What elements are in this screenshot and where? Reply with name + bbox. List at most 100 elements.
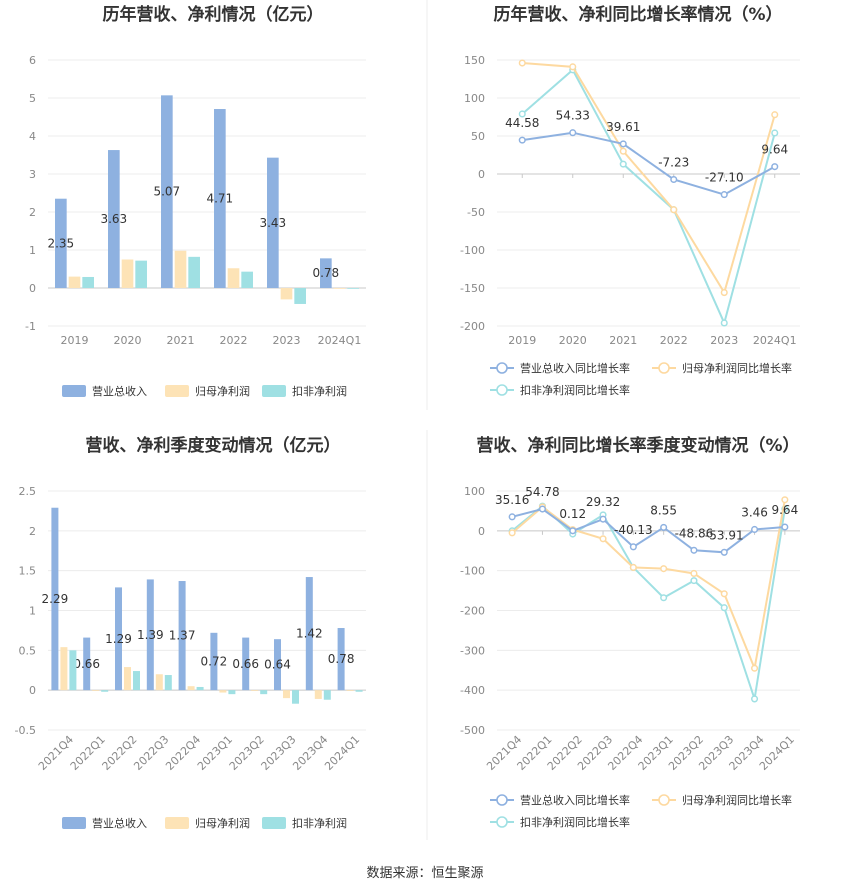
bar-归母净利润-2023Q3 — [283, 690, 290, 699]
data-label: 8.55 — [650, 503, 677, 517]
data-point-归母净利润同比增长率-2023Q3 — [720, 590, 728, 598]
data-point-营业总收入同比增长率-2022 — [670, 175, 678, 184]
y-tick-label: 150 — [464, 54, 485, 67]
bar-扣非净利润-2023Q1 — [228, 690, 236, 695]
bar-扣非净利润-2022 — [241, 271, 253, 288]
legend-swatch-marker — [496, 794, 508, 806]
x-tick-label: 2022 — [220, 334, 248, 347]
bar-营业总收入-2022Q2 — [115, 587, 123, 691]
legend-swatch — [165, 385, 189, 397]
bar-归母净利润-2024Q1 — [333, 288, 346, 289]
bar-营业总收入-2022Q1 — [83, 637, 91, 691]
bar-扣非净利润-2023Q4 — [323, 690, 331, 700]
legend-swatch-marker — [496, 384, 508, 396]
y-tick-label: -1 — [25, 320, 36, 333]
data-label: 2.35 — [47, 236, 74, 250]
y-tick-label: 1 — [29, 244, 36, 257]
bar-归母净利润-2023Q4 — [314, 690, 322, 699]
y-tick-label: -150 — [460, 282, 485, 295]
data-point-扣非净利润同比增长率-2023Q3 — [720, 604, 728, 612]
chart-title: 营收、净利同比增长率季度变动情况（%） — [476, 435, 799, 456]
legend-label: 扣非净利润同比增长率 — [520, 815, 630, 829]
x-tick-label: 2024Q1 — [322, 733, 362, 773]
legend-label: 扣非净利润同比增长率 — [520, 383, 630, 397]
data-point-营业总收入同比增长率-2022Q4 — [629, 543, 637, 551]
bar-营业总收入-2023Q1 — [210, 632, 218, 691]
bar-营业总收入-2021Q4 — [51, 507, 59, 691]
bar-归母净利润-2022Q3 — [155, 674, 163, 691]
data-label: 0.78 — [312, 266, 339, 280]
x-tick-label: 2022 — [660, 334, 688, 347]
bar-归母净利润-2020 — [121, 259, 134, 288]
data-label: 0.66 — [73, 657, 100, 671]
data-label: 4.71 — [206, 192, 233, 206]
data-label: -7.23 — [658, 155, 689, 169]
y-tick-label: 50 — [471, 130, 485, 143]
data-label: -40.13 — [614, 523, 653, 537]
data-label: 1.39 — [137, 628, 164, 642]
data-point-扣非净利润同比增长率-2021 — [619, 160, 627, 168]
data-point-扣非净利润同比增长率-2019 — [518, 110, 526, 118]
bar-扣非净利润-2021Q4 — [69, 650, 77, 691]
y-tick-label: -500 — [460, 724, 485, 737]
bar-营业总收入-2024Q1 — [337, 628, 345, 691]
y-tick-label: -100 — [460, 244, 485, 257]
y-tick-label: 1 — [29, 605, 36, 618]
data-point-归母净利润同比增长率-2024Q1 — [781, 496, 789, 504]
legend-swatch — [62, 817, 86, 829]
series-line-归母净利润同比增长率 — [511, 499, 786, 672]
data-point-扣非净利润同比增长率-2023 — [720, 319, 728, 327]
legend-swatch-marker — [496, 362, 508, 374]
data-point-归母净利润同比增长率-2019 — [518, 59, 526, 67]
legend-label: 归母净利润同比增长率 — [682, 793, 792, 807]
series-line-营业总收入同比增长率 — [511, 507, 785, 554]
bar-归母净利润-2023Q2 — [251, 690, 259, 691]
legend-label: 扣非净利润 — [292, 816, 347, 830]
data-point-归母净利润同比增长率-2021 — [619, 147, 627, 155]
y-tick-label: -100 — [460, 565, 485, 578]
series-line-营业总收入同比增长率 — [522, 131, 776, 196]
data-label: 9.64 — [761, 143, 788, 157]
data-point-归母净利润同比增长率-2020 — [569, 63, 577, 71]
legend-swatch — [62, 385, 86, 397]
y-tick-label: 0.5 — [19, 644, 37, 657]
data-label: 54.78 — [525, 485, 559, 499]
bar-扣非净利润-2021 — [188, 256, 200, 288]
legend-swatch-marker — [658, 362, 670, 374]
data-label: 0.78 — [328, 652, 355, 666]
bar-扣非净利润-2022Q3 — [164, 675, 172, 691]
data-point-归母净利润同比增长率-2023Q1 — [660, 565, 668, 573]
bar-营业总收入-2020 — [108, 150, 120, 288]
x-tick-label: 2020 — [114, 334, 142, 347]
data-label: -53.91 — [705, 528, 744, 542]
legend-swatch — [165, 817, 189, 829]
bar-扣非净利润-2020 — [135, 260, 147, 288]
legend-label: 营业总收入同比增长率 — [520, 793, 630, 807]
bar-归母净利润-2023Q1 — [219, 690, 227, 693]
y-tick-label: 0 — [29, 282, 36, 295]
y-tick-label: -300 — [460, 644, 485, 657]
data-point-归母净利润同比增长率-2021Q4 — [508, 529, 516, 537]
chart-title: 营收、净利季度变动情况（亿元） — [86, 435, 341, 456]
data-label: -48.86 — [675, 526, 714, 540]
data-label: 3.43 — [259, 216, 286, 230]
data-label: 0.72 — [201, 654, 228, 668]
bar-扣非净利润-2024Q1 — [347, 288, 359, 289]
legend-label: 扣非净利润 — [292, 384, 347, 398]
y-tick-label: 0 — [478, 168, 485, 181]
series-line-扣非净利润同比增长率 — [521, 68, 776, 326]
bar-归母净利润-2022Q1 — [92, 690, 100, 691]
data-point-营业总收入同比增长率-2022Q2 — [569, 527, 577, 535]
legend-label: 营业总收入同比增长率 — [520, 361, 630, 375]
legend-swatch-marker — [658, 794, 670, 806]
bar-扣非净利润-2019 — [82, 276, 94, 288]
bar-扣非净利润-2024Q1 — [355, 690, 363, 692]
bar-营业总收入-2024Q1 — [320, 258, 332, 288]
y-tick-label: -50 — [467, 206, 485, 219]
y-tick-label: 3 — [29, 168, 36, 181]
bar-营业总收入-2021 — [161, 95, 173, 288]
bar-扣非净利润-2022Q4 — [196, 686, 204, 691]
legend-swatch — [262, 385, 286, 397]
data-point-营业总收入同比增长率-2023Q1 — [660, 523, 668, 531]
